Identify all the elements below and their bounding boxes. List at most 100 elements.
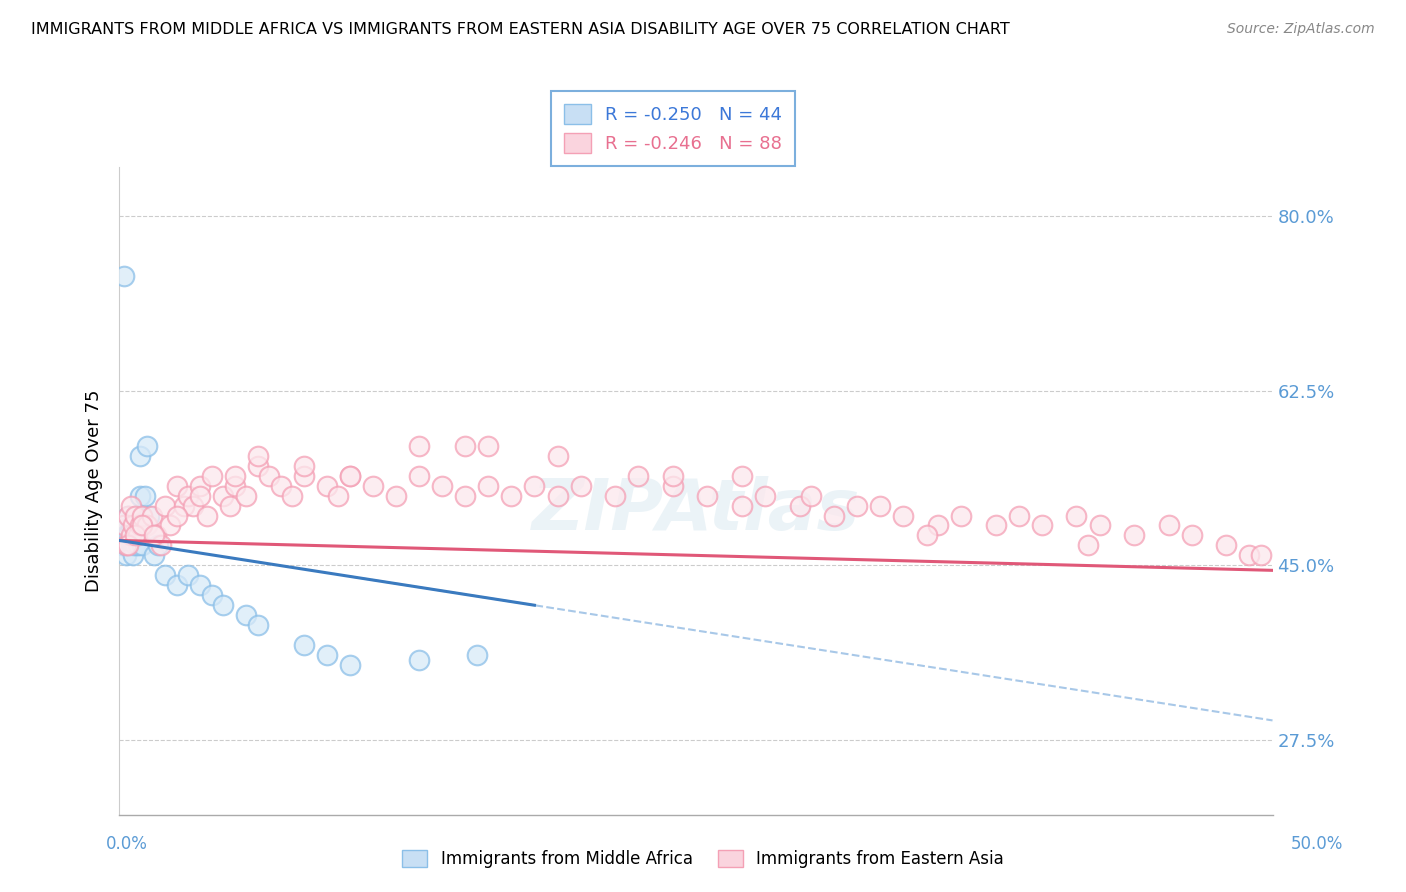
Point [110, 538, 132, 552]
Point [142, 549, 165, 563]
Legend: R = -0.250   N = 44, R = -0.246   N = 88: R = -0.250 N = 44, R = -0.246 N = 88 [551, 91, 794, 166]
Point [159, 518, 181, 533]
Point [138, 508, 160, 523]
Point [662, 478, 685, 492]
Point [112, 269, 135, 284]
Point [224, 478, 246, 492]
Point [361, 478, 384, 492]
Point [823, 508, 845, 523]
Point [173, 499, 195, 513]
Point [112, 518, 135, 533]
Point [430, 478, 453, 492]
Point [177, 489, 200, 503]
Point [292, 638, 315, 652]
Point [142, 528, 165, 542]
Text: IMMIGRANTS FROM MIDDLE AFRICA VS IMMIGRANTS FROM EASTERN ASIA DISABILITY AGE OVE: IMMIGRANTS FROM MIDDLE AFRICA VS IMMIGRA… [31, 22, 1010, 37]
Point [1066, 508, 1088, 523]
Point [927, 518, 949, 533]
Point [315, 478, 337, 492]
Point [339, 658, 361, 673]
Point [127, 538, 149, 552]
Point [224, 468, 246, 483]
Point [141, 508, 163, 523]
Point [662, 468, 685, 483]
Point [124, 528, 146, 542]
Point [477, 478, 499, 492]
Point [1031, 518, 1053, 533]
Point [569, 478, 592, 492]
Point [893, 508, 915, 523]
Point [195, 508, 218, 523]
Point [846, 499, 869, 513]
Point [124, 508, 146, 523]
Point [166, 578, 188, 592]
Point [501, 489, 523, 503]
Point [547, 449, 569, 463]
Point [915, 528, 938, 542]
Point [523, 478, 546, 492]
Point [131, 508, 153, 523]
Point [1239, 549, 1261, 563]
Point [246, 449, 269, 463]
Point [200, 588, 222, 602]
Text: 50.0%: 50.0% [1291, 835, 1343, 853]
Point [136, 439, 159, 453]
Point [605, 489, 627, 503]
Point [731, 499, 754, 513]
Point [477, 439, 499, 453]
Point [200, 468, 222, 483]
Point [188, 489, 211, 503]
Text: 0.0%: 0.0% [105, 835, 148, 853]
Point [124, 508, 146, 523]
Point [117, 538, 139, 552]
Point [129, 449, 152, 463]
Point [869, 499, 891, 513]
Point [547, 489, 569, 503]
Point [115, 538, 138, 552]
Point [120, 518, 142, 533]
Point [270, 478, 292, 492]
Point [127, 518, 149, 533]
Point [385, 489, 408, 503]
Point [454, 439, 477, 453]
Point [155, 499, 177, 513]
Text: Source: ZipAtlas.com: Source: ZipAtlas.com [1227, 22, 1375, 37]
Point [465, 648, 488, 662]
Point [188, 578, 211, 592]
Y-axis label: Disability Age Over 75: Disability Age Over 75 [86, 389, 103, 591]
Point [292, 468, 315, 483]
Point [120, 538, 142, 552]
Point [122, 538, 145, 552]
Point [328, 489, 350, 503]
Point [731, 468, 754, 483]
Point [120, 528, 142, 542]
Point [124, 538, 146, 552]
Legend: Immigrants from Middle Africa, Immigrants from Eastern Asia: Immigrants from Middle Africa, Immigrant… [395, 843, 1011, 875]
Point [292, 458, 315, 473]
Point [800, 489, 823, 503]
Point [315, 648, 337, 662]
Point [155, 568, 177, 582]
Point [131, 538, 153, 552]
Point [149, 538, 172, 552]
Point [131, 508, 153, 523]
Point [166, 508, 188, 523]
Point [129, 518, 152, 533]
Point [257, 468, 280, 483]
Point [122, 549, 145, 563]
Point [235, 489, 257, 503]
Point [1215, 538, 1237, 552]
Point [1088, 518, 1111, 533]
Point [281, 489, 304, 503]
Point [339, 468, 361, 483]
Point [122, 518, 145, 533]
Point [181, 499, 204, 513]
Point [115, 528, 138, 542]
Point [1250, 549, 1272, 563]
Point [115, 538, 138, 552]
Point [145, 528, 167, 542]
Point [148, 538, 170, 552]
Point [120, 528, 142, 542]
Point [1008, 508, 1031, 523]
Point [696, 489, 718, 503]
